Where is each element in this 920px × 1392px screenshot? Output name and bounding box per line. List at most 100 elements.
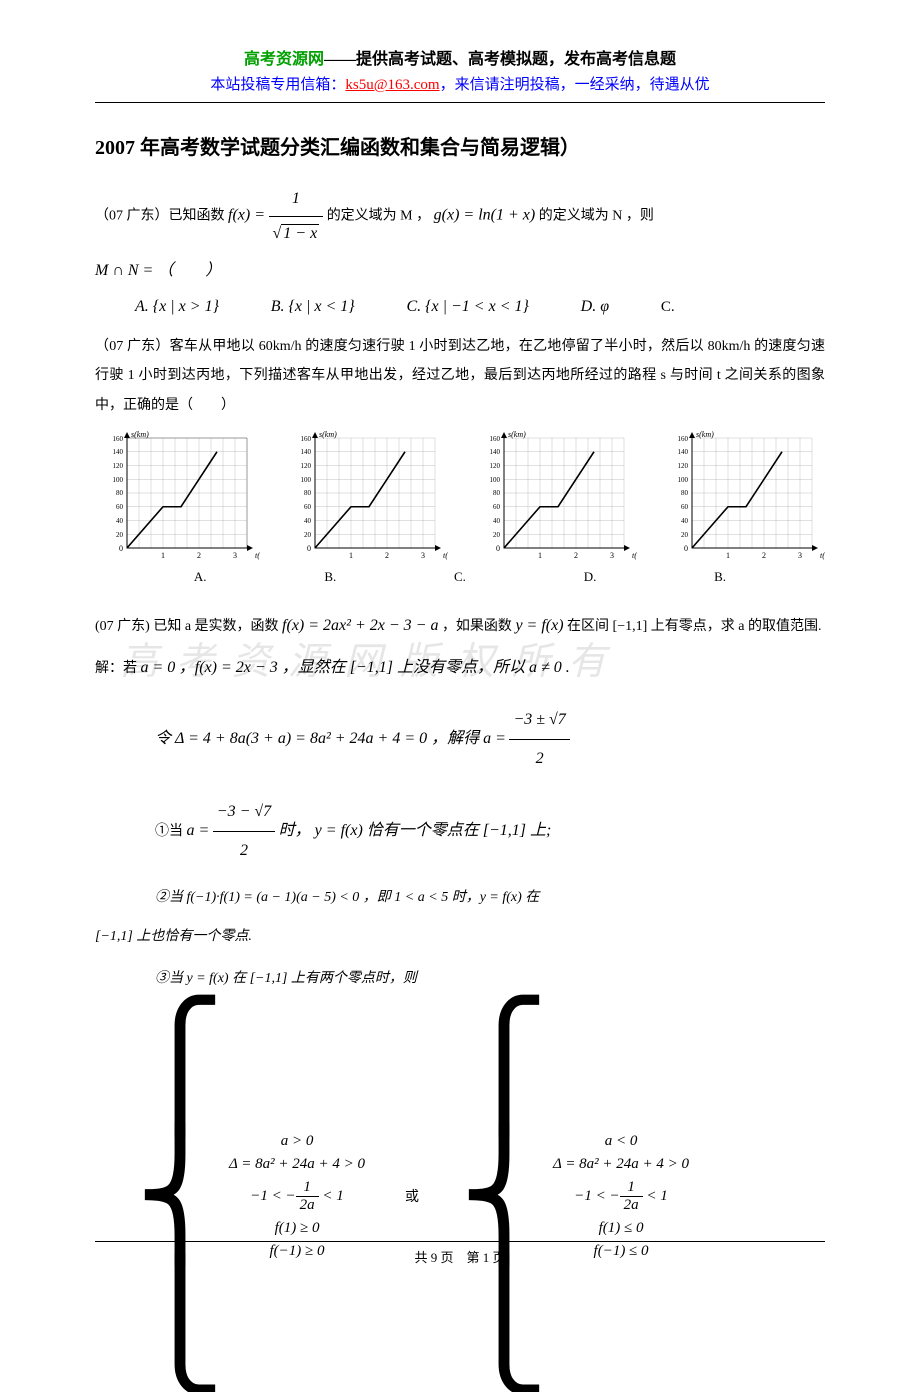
delta-eq: 令 Δ = 4 + 8a(3 + a) = 8a² + 24a + 4 = 0 … [155, 730, 483, 747]
header-line-2: 本站投稿专用信箱：ks5u@163.com，来信请注明投稿，一经采纳，待遇从优 [95, 73, 825, 94]
svg-text:0: 0 [684, 544, 688, 553]
c1-post: 时， y = f(x) 恰有一个零点在 [−1,1] 上; [279, 822, 552, 839]
q3-tail: 在区间 [−1,1] 上有零点，求 a 的取值范围. [567, 619, 821, 634]
c1-num: −3 − √7 [213, 793, 275, 832]
svg-text:1: 1 [161, 551, 165, 560]
case-3: ③当 y = f(x) 在 [−1,1] 上有两个零点时，则 [95, 962, 825, 996]
c1-pre: ①当 [155, 824, 187, 839]
q1-mn: M ∩ N = （ ） [95, 254, 825, 288]
sol-s1: ，f(x) = 2x − 3 ，显然在 [−1,1] 上没有零点，所以 a ≠ … [179, 659, 570, 676]
chart-label-b: B. [324, 569, 336, 585]
q3-fx: f(x) = 2ax² + 2x − 3 − a [282, 617, 438, 634]
svg-text:100: 100 [113, 476, 124, 484]
q1-fraction: 1 √1 − x [269, 182, 324, 250]
svg-text:40: 40 [681, 517, 689, 525]
svg-text:3: 3 [233, 551, 237, 560]
svg-text:60: 60 [116, 503, 124, 511]
svg-text:60: 60 [304, 503, 312, 511]
q1-opt-d: D. φ [581, 298, 609, 315]
sol-head: 解：若 [95, 661, 141, 676]
sys1-lines: a > 0 Δ = 8a² + 24a + 4 > 0 −1 < −12a < … [229, 1001, 365, 1391]
svg-text:s(km): s(km) [696, 430, 714, 439]
q1-opt-a: A. {x | x > 1} [135, 298, 219, 315]
submit-prefix: 本站投稿专用信箱： [210, 77, 345, 93]
svg-text:140: 140 [113, 448, 124, 456]
or-text: 或 [405, 1186, 419, 1206]
system-2: ⎧⎨⎩ a < 0 Δ = 8a² + 24a + 4 > 0 −1 < −12… [459, 1001, 689, 1391]
svg-text:100: 100 [677, 476, 688, 484]
doc-title: 2007 年高考数学试题分类汇编函数和集合与简易逻辑） [95, 131, 825, 160]
q1-frac-den: √1 − x [269, 217, 324, 251]
svg-text:80: 80 [304, 489, 312, 497]
a-label: a = [483, 730, 506, 747]
sys2-lines: a < 0 Δ = 8a² + 24a + 4 > 0 −1 < −12a < … [553, 1001, 689, 1391]
svg-text:t(h): t(h) [255, 551, 260, 560]
case-1: ①当 a = −3 − √7 2 时， y = f(x) 恰有一个零点在 [−1… [95, 793, 825, 871]
sys2-l3: −1 < −12a < 1 [553, 1176, 689, 1217]
svg-text:0: 0 [119, 544, 123, 553]
svg-text:3: 3 [421, 551, 425, 560]
charts-row: 0 123 t(h) 20406080100120140160 s(km) 0 … [95, 430, 825, 565]
brace-icon: ⎧⎨⎩ [135, 1001, 225, 1391]
a-frac: −3 ± √7 2 [509, 701, 569, 779]
svg-text:s(km): s(km) [131, 430, 149, 439]
svg-text:2: 2 [574, 551, 578, 560]
header-rule [95, 102, 825, 103]
sys1-l1: a > 0 [229, 1130, 365, 1153]
svg-text:160: 160 [489, 435, 500, 443]
q1-fx: f(x) = [228, 206, 265, 223]
svg-text:80: 80 [116, 489, 124, 497]
q1-mid: 的定义域为 M ， [327, 208, 430, 223]
svg-text:s(km): s(km) [319, 430, 337, 439]
svg-text:80: 80 [681, 489, 689, 497]
svg-text:120: 120 [301, 462, 312, 470]
c1-frac: −3 − √7 2 [213, 793, 275, 871]
svg-text:20: 20 [304, 531, 312, 539]
q3-yfx: y = f(x) [515, 617, 563, 634]
svg-text:160: 160 [113, 435, 124, 443]
question-1: （07 广东）已知函数 f(x) = 1 √1 − x 的定义域为 M ， g(… [95, 182, 825, 250]
chart-labels: A. B. C. D. B. [95, 569, 825, 585]
svg-text:60: 60 [493, 503, 501, 511]
chart-a: 0 123 t(h) 20406080100120140160 s(km) [95, 430, 260, 565]
svg-text:40: 40 [116, 517, 124, 525]
q1-answer: C. [661, 299, 675, 315]
system-1: ⎧⎨⎩ a > 0 Δ = 8a² + 24a + 4 > 0 −1 < −12… [135, 1001, 365, 1391]
svg-text:160: 160 [677, 435, 688, 443]
svg-text:140: 140 [301, 448, 312, 456]
header-line-1: 高考资源网——提供高考试题、高考模拟题，发布高考信息题 [95, 45, 825, 69]
q1-frac-num: 1 [269, 182, 324, 217]
q1-opt-c: C. {x | −1 < x < 1} [406, 298, 528, 315]
svg-text:80: 80 [493, 489, 501, 497]
q2-answer: B. [714, 569, 726, 585]
svg-text:2: 2 [762, 551, 766, 560]
chart-c: 0 123 t(h) 20406080100120140160 s(km) [472, 430, 637, 565]
sys1-l5: f(−1) ≥ 0 [229, 1240, 365, 1263]
question-3: (07 广东) 已知 a 是实数，函数 f(x) = 2ax² + 2x − 3… [95, 609, 825, 643]
a-num: −3 ± √7 [509, 701, 569, 740]
chart-b: 0 123 t(h) 20406080100120140160 s(km) [283, 430, 448, 565]
email-link[interactable]: ks5u@163.com [345, 77, 439, 93]
svg-text:100: 100 [301, 476, 312, 484]
svg-text:100: 100 [489, 476, 500, 484]
svg-text:20: 20 [493, 531, 501, 539]
chart-label-c: C. [454, 569, 466, 585]
chart-label-d: D. [584, 569, 597, 585]
q1-suffix: 的定义域为 N ，则 [539, 208, 654, 223]
sys2-l4: f(1) ≤ 0 [553, 1217, 689, 1240]
sys2-l2: Δ = 8a² + 24a + 4 > 0 [553, 1153, 689, 1176]
svg-text:2: 2 [385, 551, 389, 560]
svg-text:20: 20 [681, 531, 689, 539]
a-eq-0: a = 0 [141, 659, 176, 676]
case-2: ②当 f(−1)·f(1) = (a − 1)(a − 5) < 0 ，即 1 … [95, 881, 825, 915]
q1-prefix: （07 广东）已知函数 [95, 208, 228, 223]
chart-label-a: A. [194, 569, 207, 585]
svg-text:160: 160 [301, 435, 312, 443]
delta-line: 令 Δ = 4 + 8a(3 + a) = 8a² + 24a + 4 = 0 … [95, 701, 825, 779]
a-den: 2 [509, 740, 569, 778]
page-header: 高考资源网——提供高考试题、高考模拟题，发布高考信息题 本站投稿专用信箱：ks5… [95, 45, 825, 94]
svg-text:120: 120 [677, 462, 688, 470]
svg-text:t(h): t(h) [632, 551, 637, 560]
case-2-tail: [−1,1] 上也恰有一个零点. [95, 920, 825, 954]
svg-text:40: 40 [304, 517, 312, 525]
